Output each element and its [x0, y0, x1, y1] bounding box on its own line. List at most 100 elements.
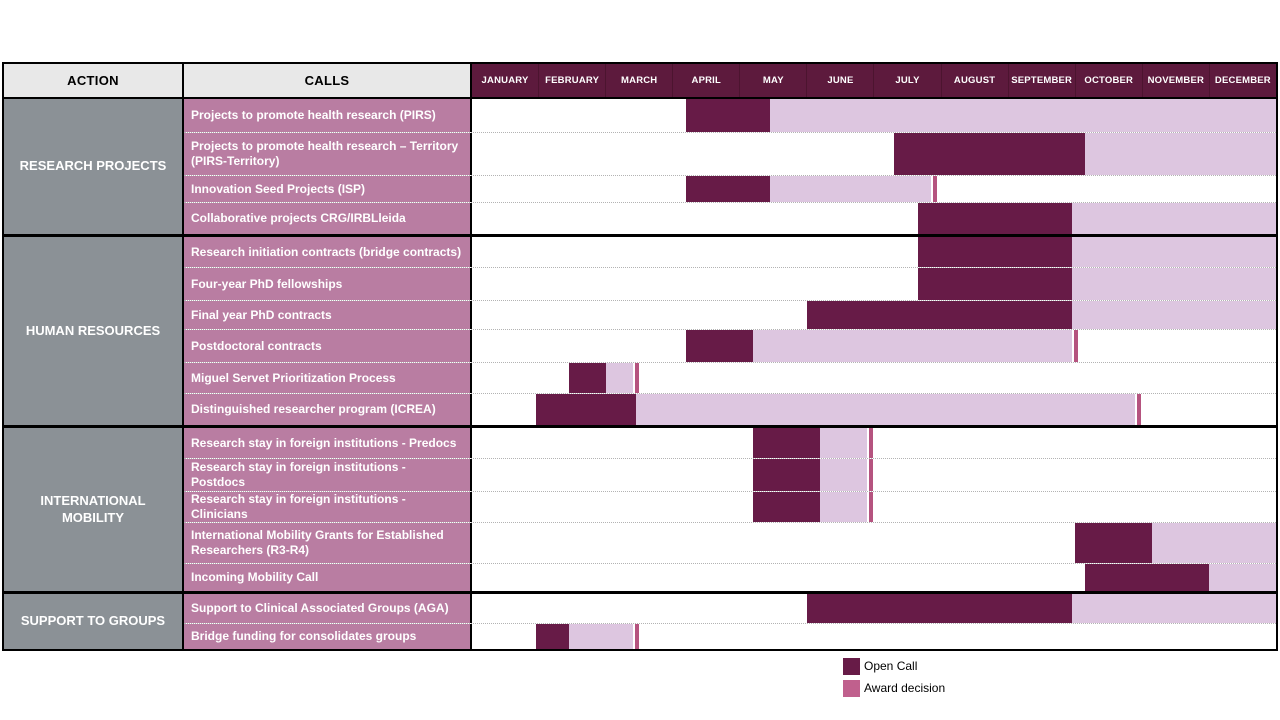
award-decision-bar [820, 428, 868, 458]
table-row: Four-year PhD fellowships [184, 267, 1276, 300]
table-row: Postdoctoral contracts [184, 329, 1276, 362]
open-call-bar [535, 624, 570, 649]
award-decision-bar [820, 459, 868, 491]
table-row: Distinguished researcher program (ICREA) [184, 393, 1276, 425]
call-label: Projects to promote health research – Te… [184, 133, 472, 175]
decision-marker-line [1137, 394, 1142, 425]
award-decision-bar [1071, 301, 1276, 329]
decision-marker-line [869, 428, 874, 458]
open-call-bar [753, 492, 821, 522]
chart-track [472, 492, 1276, 522]
call-label: Research stay in foreign institutions - … [184, 428, 472, 458]
call-label: Innovation Seed Projects (ISP) [184, 176, 472, 202]
award-decision-swatch [843, 679, 860, 697]
legend-item-open-call: Open Call [843, 655, 945, 677]
month-label: DECEMBER [1208, 64, 1276, 97]
table-row: Research stay in foreign institutions - … [184, 428, 1276, 458]
action-section: HUMAN RESOURCES Research initiation contr… [4, 234, 1276, 425]
section-rows: Support to Clinical Associated Groups (A… [184, 594, 1276, 649]
month-label: AUGUST [940, 64, 1008, 97]
award-decision-bar [770, 99, 1276, 132]
month-label: JUNE [806, 64, 873, 97]
chart-track [472, 237, 1276, 267]
award-decision-bar [605, 363, 633, 393]
chart-track [472, 203, 1276, 234]
chart-track [472, 594, 1276, 623]
month-label: JULY [873, 64, 940, 97]
call-label: Projects to promote health research (PIR… [184, 99, 472, 132]
month-label: NOVEMBER [1141, 64, 1209, 97]
legend-label: Open Call [864, 659, 918, 673]
open-call-bar [894, 133, 1086, 175]
table-row: Research initiation contracts (bridge co… [184, 237, 1276, 267]
section-label: RESEARCH PROJECTS [4, 99, 184, 234]
chart-track [472, 394, 1276, 425]
action-section: SUPPORT TO GROUPS Support to Clinical Ass… [4, 591, 1276, 649]
decision-marker-line [1073, 330, 1078, 362]
open-call-bar [807, 594, 1072, 623]
calls-gantt-table: ACTION CALLS JANUARY FEBRUARY MARCH APRIL MA… [2, 62, 1278, 651]
chart-track [472, 268, 1276, 300]
chart-track [472, 330, 1276, 362]
call-label: Final year PhD contracts [184, 301, 472, 329]
chart-track [472, 459, 1276, 491]
table-row: Bridge funding for consolidates groups [184, 623, 1276, 649]
month-label: OCTOBER [1074, 64, 1142, 97]
open-call-swatch [843, 657, 860, 675]
award-decision-bar [770, 176, 931, 202]
open-call-bar [917, 203, 1072, 234]
chart-track [472, 428, 1276, 458]
call-label: International Mobility Grants for Establ… [184, 523, 472, 563]
call-label: Four-year PhD fellowships [184, 268, 472, 300]
action-column-header: ACTION [4, 64, 184, 97]
month-label: SEPTEMBER [1007, 64, 1075, 97]
award-decision-bar [1071, 237, 1276, 267]
call-label: Research stay in foreign institutions - … [184, 459, 472, 491]
decision-marker-line [932, 176, 937, 202]
decision-marker-line [869, 492, 874, 522]
table-row: Research stay in foreign institutions - … [184, 458, 1276, 491]
decision-marker-line [869, 459, 874, 491]
award-decision-bar [1071, 268, 1276, 300]
decision-marker-line [634, 624, 639, 649]
open-call-bar [753, 459, 821, 491]
award-decision-bar [820, 492, 868, 522]
open-call-bar [569, 363, 606, 393]
chart-track [472, 523, 1276, 563]
call-label: Bridge funding for consolidates groups [184, 624, 472, 649]
table-row: Incoming Mobility Call [184, 563, 1276, 591]
open-call-bar [686, 99, 771, 132]
legend-label: Award decision [864, 681, 946, 695]
chart-track [472, 99, 1276, 132]
action-section: RESEARCH PROJECTS Projects to promote hea… [4, 99, 1276, 234]
open-call-bar [535, 394, 637, 425]
section-rows: Research initiation contracts (bridge co… [184, 237, 1276, 425]
award-decision-bar [1209, 564, 1276, 591]
chart-track [472, 176, 1276, 202]
section-rows: Projects to promote health research (PIR… [184, 99, 1276, 234]
open-call-bar [807, 301, 1072, 329]
legend-item-award-decision: Award decision [843, 677, 945, 699]
section-label: SUPPORT TO GROUPS [4, 594, 184, 649]
call-label: Research initiation contracts (bridge co… [184, 237, 472, 267]
award-decision-bar [636, 394, 1136, 425]
call-label: Postdoctoral contracts [184, 330, 472, 362]
call-label: Support to Clinical Associated Groups (A… [184, 594, 472, 623]
month-label: FEBRUARY [538, 64, 605, 97]
calls-column-header: CALLS [184, 64, 472, 97]
open-call-bar [686, 176, 771, 202]
open-call-bar [1085, 564, 1209, 591]
section-label: INTERNATIONAL MOBILITY [4, 428, 184, 591]
legend: Open Call Award decision [843, 655, 945, 699]
chart-track [472, 564, 1276, 591]
table-row: Projects to promote health research – Te… [184, 132, 1276, 175]
open-call-bar [1075, 523, 1153, 563]
decision-marker-line [634, 363, 639, 393]
open-call-bar [917, 237, 1072, 267]
open-call-bar [917, 268, 1072, 300]
call-label: Miguel Servet Prioritization Process [184, 363, 472, 393]
table-row: Support to Clinical Associated Groups (A… [184, 594, 1276, 623]
chart-track [472, 363, 1276, 393]
open-call-bar [686, 330, 754, 362]
award-decision-bar [1071, 203, 1276, 234]
